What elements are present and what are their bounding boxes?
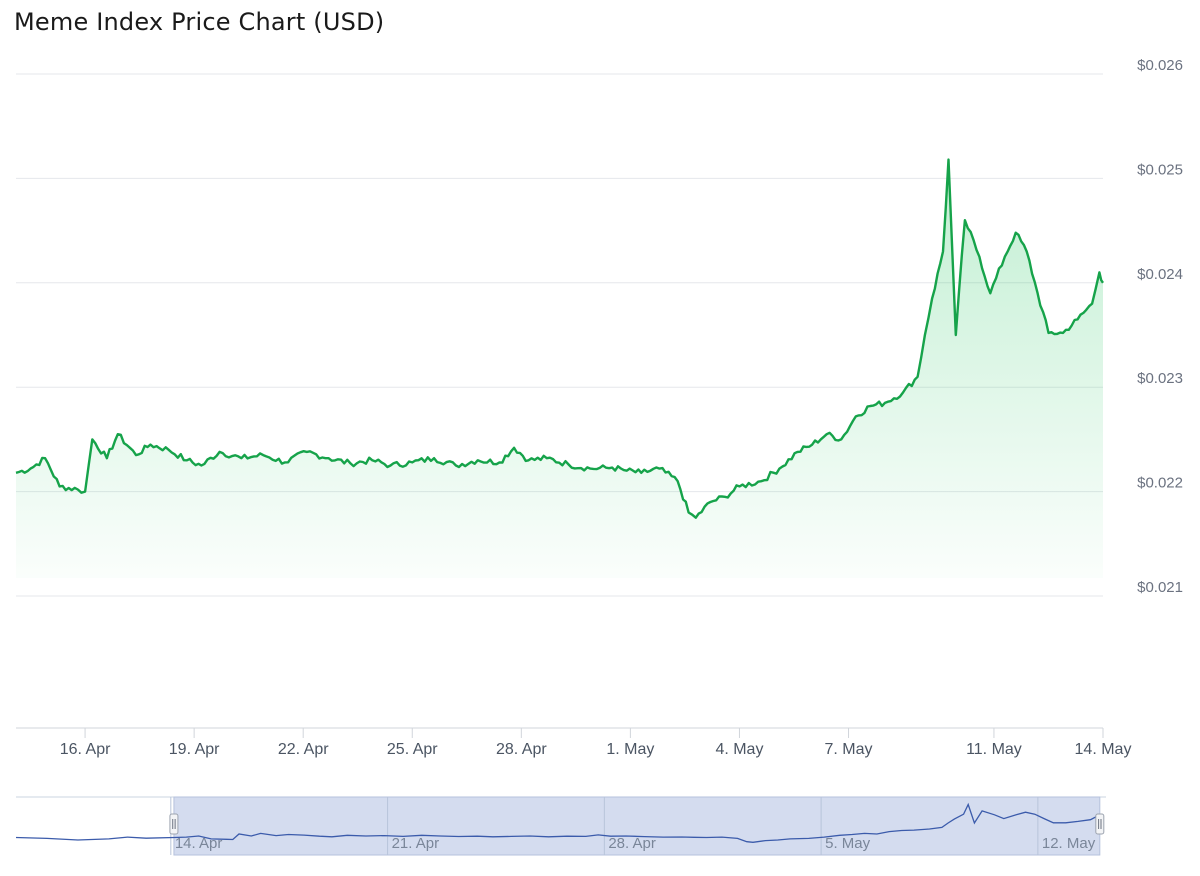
navigator-tick-label: 21. Apr [392,835,440,852]
x-tick-label: 28. Apr [496,741,547,758]
price-area-fill [16,159,1103,578]
y-tick-label: $0.022 [1137,475,1183,492]
x-tick-label: 14. May [1075,741,1132,758]
navigator-tick-label: 5. May [825,835,871,852]
price-line[interactable] [15,158,1104,519]
navigator-tick-label: 28. Apr [608,835,656,852]
navigator-tick-label: 12. May [1042,835,1096,852]
x-tick-label: 22. Apr [278,741,329,758]
y-tick-label: $0.026 [1137,57,1183,74]
x-axis: 16. Apr 19. Apr 22. Apr 25. Apr 28. Apr 1. Ma… [16,727,1132,758]
x-tick-label: 16. Apr [60,741,111,758]
x-tick-label: 19. Apr [169,741,220,758]
y-tick-label: $0.025 [1137,161,1183,178]
y-tick-label: $0.024 [1137,266,1183,283]
x-tick-label: 1. May [606,741,654,758]
y-tick-label: $0.023 [1137,370,1183,387]
handle-grip[interactable] [169,813,179,835]
x-tick-label: 7. May [825,741,873,758]
handle-grip[interactable] [1095,813,1105,835]
plot-area[interactable] [15,158,1104,578]
y-axis: $0.021 $0.022 $0.023 $0.024 $0.025 $0.026 [1137,57,1183,596]
y-tick-label: $0.021 [1137,579,1183,596]
range-navigator[interactable]: 14. Apr 21. Apr 28. Apr 5. May 12. May [15,796,1106,856]
x-tick-label: 11. May [966,741,1022,758]
x-tick-label: 4. May [715,741,763,758]
navigator-series-line [15,802,1101,843]
navigator-selected-range[interactable] [173,796,1101,856]
navigator-left-handle[interactable] [169,813,179,835]
navigator-right-handle[interactable] [1095,813,1105,835]
x-tick-label: 25. Apr [387,741,438,758]
chart-title: Meme Index Price Chart (USD) [14,8,385,36]
